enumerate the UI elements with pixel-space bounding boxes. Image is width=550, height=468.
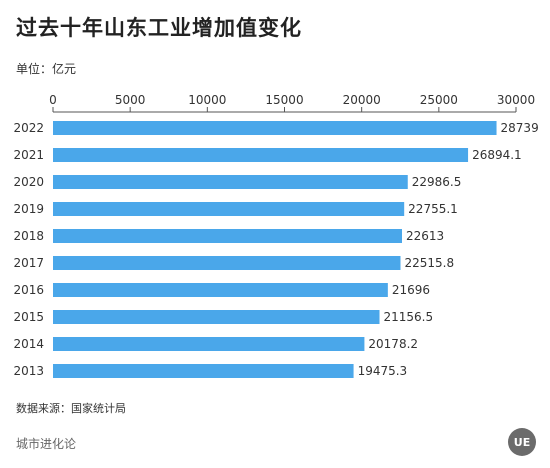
bar	[53, 337, 365, 351]
value-label: 28739	[501, 121, 539, 135]
page-title: 过去十年山东工业增加值变化	[16, 16, 302, 40]
category-label: 2017	[13, 256, 44, 270]
x-tick-label: 5000	[115, 93, 146, 107]
category-label: 2022	[13, 121, 44, 135]
bar	[53, 256, 401, 270]
category-label: 2018	[13, 229, 44, 243]
category-label: 2016	[13, 283, 44, 297]
value-label: 19475.3	[358, 364, 408, 378]
bar	[53, 202, 405, 216]
category-label: 2020	[13, 175, 44, 189]
bar	[53, 175, 408, 189]
value-label: 21156.5	[384, 310, 434, 324]
x-tick-label: 20000	[343, 93, 381, 107]
value-label: 20178.2	[368, 337, 418, 351]
x-tick-label: 25000	[420, 93, 458, 107]
x-tick-label: 10000	[188, 93, 226, 107]
category-label: 2014	[13, 337, 44, 351]
x-tick-label: 15000	[265, 93, 303, 107]
bar	[53, 148, 469, 162]
x-tick-label: 0	[49, 93, 57, 107]
category-label: 2021	[13, 148, 44, 162]
x-tick-label: 30000	[497, 93, 535, 107]
value-label: 22613	[406, 229, 444, 243]
data-source: 数据来源：国家统计局	[16, 402, 126, 415]
brand-logo: UE	[508, 428, 536, 456]
value-label: 21696	[392, 283, 430, 297]
category-label: 2019	[13, 202, 44, 216]
unit-label: 单位：亿元	[16, 62, 77, 76]
value-label: 22515.8	[404, 256, 454, 270]
bar	[53, 121, 497, 135]
bar	[53, 310, 380, 324]
bar	[53, 364, 354, 378]
bar	[53, 229, 402, 243]
value-label: 22986.5	[412, 175, 462, 189]
brand-name: 城市进化论	[16, 437, 77, 451]
value-label: 22755.1	[408, 202, 458, 216]
category-label: 2015	[13, 310, 44, 324]
bar-chart: 0 5000 10000 15000 20000 25000 30000 2022 28739 2…	[13, 93, 539, 378]
bar	[53, 283, 388, 297]
category-label: 2013	[13, 364, 44, 378]
value-label: 26894.1	[472, 148, 522, 162]
